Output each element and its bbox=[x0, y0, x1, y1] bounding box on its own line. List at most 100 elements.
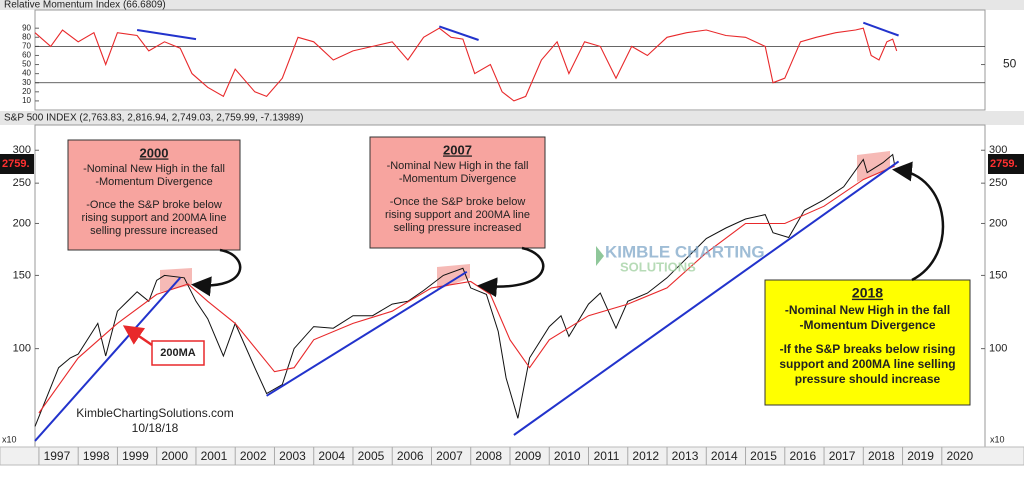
x-tick-label: 1997 bbox=[44, 449, 71, 463]
last-value-label: 2759. bbox=[2, 158, 30, 170]
annotation-arrow bbox=[892, 161, 945, 282]
y-tick-label-right: 300 bbox=[989, 144, 1007, 156]
y-tick-label-right: 150 bbox=[989, 269, 1007, 281]
x-tick-label: 2014 bbox=[711, 449, 738, 463]
watermark: SOLUTIONS bbox=[620, 259, 696, 274]
shade bbox=[437, 264, 470, 290]
annotation-arrow bbox=[477, 246, 545, 298]
annotation-line: -Momentum Divergence bbox=[399, 173, 516, 185]
x-tick-label: 2020 bbox=[946, 449, 973, 463]
ma-label-box bbox=[151, 340, 205, 366]
y-tick-label: 250 bbox=[13, 177, 31, 189]
y-tick-label: 150 bbox=[13, 269, 31, 281]
x-tick-label: 1998 bbox=[83, 449, 110, 463]
trendline bbox=[438, 25, 479, 41]
annotation-line: -If the S&P breaks below rising bbox=[780, 342, 956, 356]
annotation-line: -Nominal New High in the fall bbox=[83, 163, 225, 175]
scale-note-right: x10 bbox=[990, 434, 1005, 444]
annotation-line: pressure should increase bbox=[795, 372, 941, 386]
annotation-line: support and 200MA line selling bbox=[779, 357, 955, 371]
annotation-title: 2007 bbox=[443, 142, 472, 157]
y-tick-label: 40 bbox=[22, 69, 31, 78]
scale-note: x10 bbox=[2, 434, 17, 444]
trendline bbox=[862, 21, 899, 37]
y-tick-label: 300 bbox=[13, 144, 31, 156]
x-tick-label: 2013 bbox=[672, 449, 699, 463]
trendline bbox=[136, 29, 197, 41]
x-tick-label: 2004 bbox=[318, 449, 345, 463]
x-tick-label: 2018 bbox=[868, 449, 895, 463]
shade bbox=[857, 151, 890, 182]
y-tick-label: 60 bbox=[22, 51, 31, 60]
y-tick-label: 70 bbox=[22, 41, 31, 50]
annotation-line: -Nominal New High in the fall bbox=[387, 160, 529, 172]
annotation-arrow bbox=[191, 248, 242, 297]
y-tick-label: 90 bbox=[22, 23, 31, 32]
price-header bbox=[0, 111, 1024, 125]
x-tick-label: 2005 bbox=[358, 449, 385, 463]
rsi-title: Relative Momentum Index (66.6809) bbox=[4, 0, 166, 11]
annotation-line: -Momentum Divergence bbox=[799, 318, 935, 332]
annotation-box bbox=[369, 136, 546, 249]
rsi-header bbox=[0, 0, 1024, 10]
annotation-title: 2018 bbox=[852, 285, 883, 301]
price-line bbox=[34, 27, 898, 102]
price-title: S&P 500 INDEX (2,763.83, 2,816.94, 2,749… bbox=[4, 113, 303, 124]
x-tick-label: 2008 bbox=[475, 449, 502, 463]
last-value-box bbox=[0, 154, 34, 174]
y-tick-label: 80 bbox=[22, 32, 31, 41]
annotation-line: -Nominal New High in the fall bbox=[785, 303, 950, 317]
x-tick-label: 2010 bbox=[554, 449, 581, 463]
annotation-box bbox=[67, 139, 241, 251]
y-tick-label: 10 bbox=[22, 96, 31, 105]
credit: KimbleChartingSolutions.com bbox=[76, 406, 233, 420]
x-tick-label: 2003 bbox=[279, 449, 306, 463]
trendline bbox=[266, 270, 468, 397]
trendline bbox=[34, 277, 181, 442]
y-tick-label: 30 bbox=[22, 78, 31, 87]
x-tick-label: 2017 bbox=[829, 449, 856, 463]
price-line bbox=[34, 153, 896, 427]
x-tick-label: 2012 bbox=[632, 449, 659, 463]
y-tick-label: 20 bbox=[22, 87, 31, 96]
y-tick-label: 50 bbox=[22, 60, 31, 69]
x-tick-label: 2009 bbox=[515, 449, 542, 463]
annotation-line: -Once the S&P broke below bbox=[390, 196, 526, 208]
watermark: KIMBLE CHARTING bbox=[605, 242, 765, 261]
annotation-line: selling pressure increased bbox=[90, 225, 218, 237]
annotation-title: 2000 bbox=[140, 145, 169, 160]
x-tick-label: 2016 bbox=[789, 449, 816, 463]
last-value-box-right bbox=[988, 154, 1024, 174]
x-tick-label: 1999 bbox=[122, 449, 149, 463]
x-tick-label: 2002 bbox=[240, 449, 267, 463]
x-axis-band bbox=[0, 446, 1024, 466]
annotation-line: selling pressure increased bbox=[394, 222, 522, 234]
annotation-line: -Once the S&P broke below bbox=[86, 199, 222, 211]
x-tick-label: 2006 bbox=[397, 449, 424, 463]
y-tick-label-right: 200 bbox=[989, 217, 1007, 229]
x-tick-label: 2011 bbox=[594, 449, 620, 463]
x-tick-label: 2007 bbox=[436, 449, 463, 463]
credit-date: 10/18/18 bbox=[132, 421, 179, 435]
ma-arrow bbox=[122, 325, 153, 347]
last-value-label-right: 2759. bbox=[990, 158, 1018, 170]
trendline bbox=[513, 160, 900, 436]
y-tick-label-right: 100 bbox=[989, 343, 1007, 355]
top-shading bbox=[160, 151, 890, 292]
x-tick-label: 2001 bbox=[201, 449, 228, 463]
ma-label: 200MA bbox=[160, 347, 196, 359]
x-tick-label: 2000 bbox=[161, 449, 188, 463]
annotation-line: -Momentum Divergence bbox=[95, 176, 212, 188]
watermark-icon bbox=[596, 246, 604, 266]
x-tick-label: 2015 bbox=[750, 449, 777, 463]
annotation-box bbox=[764, 279, 971, 406]
y2-tick-label: 50 bbox=[1003, 57, 1017, 71]
annotation-line: rising support and 200MA line bbox=[82, 212, 227, 224]
shade bbox=[160, 268, 192, 292]
y-tick-label: 200 bbox=[13, 217, 31, 229]
annotation-line: rising support and 200MA line bbox=[385, 209, 530, 221]
y-tick-label-right: 250 bbox=[989, 177, 1007, 189]
rsi-frame bbox=[34, 9, 986, 111]
